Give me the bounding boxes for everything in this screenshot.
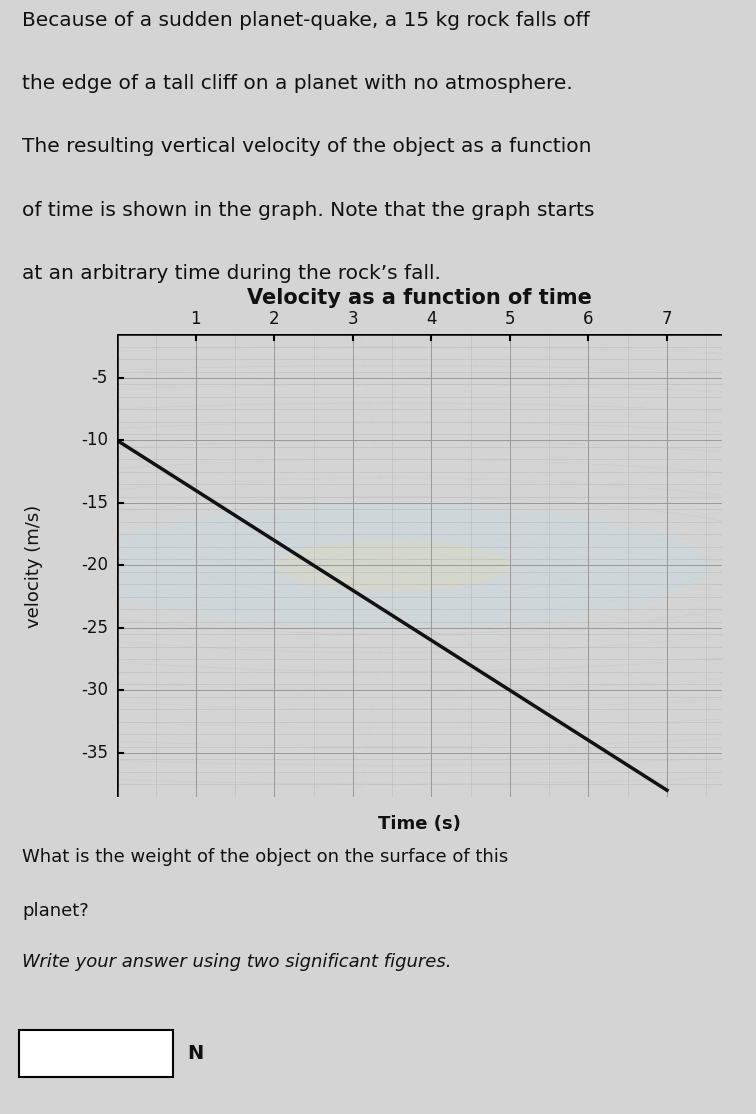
Text: planet?: planet? [23,901,89,920]
Text: 6: 6 [583,310,593,328]
Ellipse shape [274,540,510,590]
Text: -15: -15 [81,494,108,511]
Text: 2: 2 [269,310,280,328]
Text: -10: -10 [81,431,108,449]
Text: 4: 4 [426,310,437,328]
Title: Velocity as a function of time: Velocity as a function of time [247,287,592,307]
Text: the edge of a tall cliff on a planet with no atmosphere.: the edge of a tall cliff on a planet wit… [23,75,573,94]
Text: 1: 1 [191,310,201,328]
Text: The resulting vertical velocity of the object as a function: The resulting vertical velocity of the o… [23,137,592,156]
FancyBboxPatch shape [19,1030,173,1077]
Text: at an arbitrary time during the rock’s fall.: at an arbitrary time during the rock’s f… [23,264,442,283]
Text: What is the weight of the object on the surface of this: What is the weight of the object on the … [23,848,509,866]
Text: 3: 3 [348,310,358,328]
Text: -35: -35 [81,744,108,762]
Text: Write your answer using two significant figures.: Write your answer using two significant … [23,954,452,971]
Text: Time (s): Time (s) [378,815,461,833]
Ellipse shape [78,502,706,628]
Text: N: N [187,1044,203,1063]
Text: 7: 7 [662,310,672,328]
Text: -30: -30 [81,682,108,700]
Text: -20: -20 [81,556,108,575]
Text: -25: -25 [81,619,108,637]
Text: of time is shown in the graph. Note that the graph starts: of time is shown in the graph. Note that… [23,201,595,219]
Text: Because of a sudden planet-quake, a 15 kg rock falls off: Because of a sudden planet-quake, a 15 k… [23,11,590,30]
Text: 5: 5 [505,310,515,328]
Text: -5: -5 [91,369,108,387]
Text: velocity (m/s): velocity (m/s) [25,505,43,627]
